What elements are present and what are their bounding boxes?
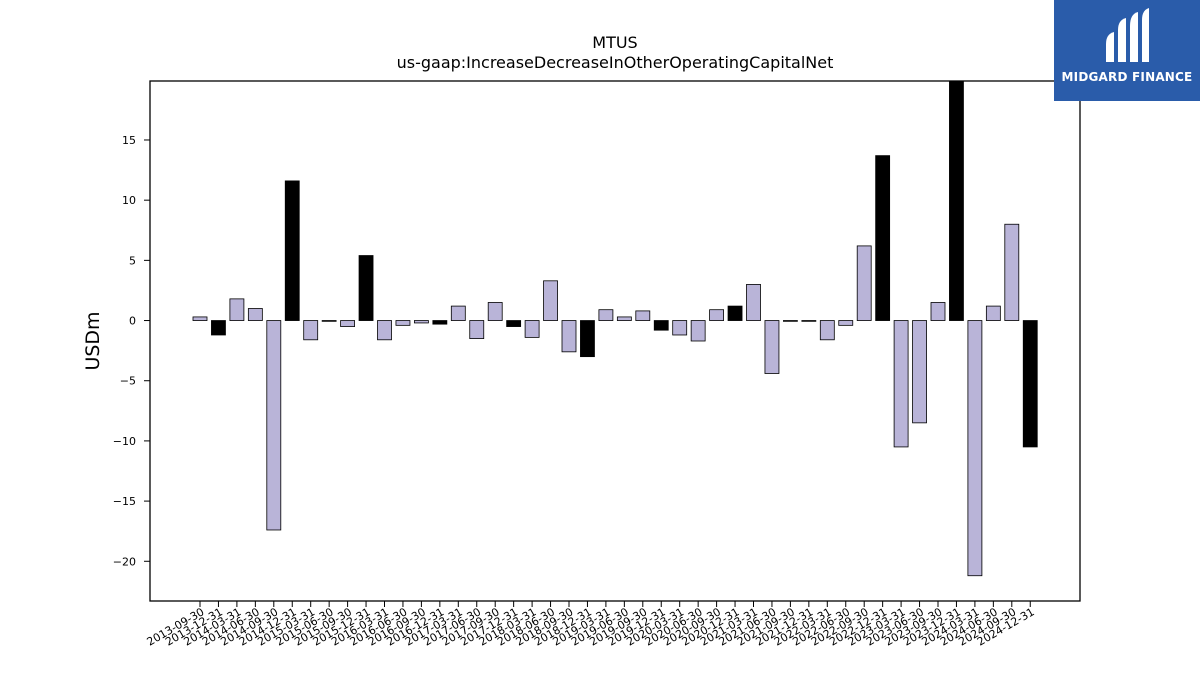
bar (635, 310, 651, 321)
y-tick-label: −20 (113, 555, 136, 568)
bar (450, 305, 466, 321)
bar (543, 280, 558, 321)
bar (598, 309, 614, 321)
bar (229, 298, 245, 321)
chart-title: MTUS (592, 33, 637, 52)
bar (819, 320, 835, 341)
bar (580, 320, 595, 358)
y-tick-label: 0 (129, 315, 136, 328)
chart-subtitle: us-gaap:IncreaseDecreaseInOtherOperating… (397, 53, 834, 72)
bar (487, 302, 503, 321)
bar (893, 320, 909, 448)
bar (690, 320, 706, 342)
logo-text: MIDGARD FINANCE (1061, 70, 1193, 84)
bar (413, 320, 429, 324)
bar (395, 320, 411, 326)
y-tick-label: −10 (113, 435, 136, 448)
bar (746, 284, 761, 321)
bar (377, 320, 392, 341)
bar (838, 320, 854, 326)
bar (727, 305, 743, 321)
bar (875, 155, 891, 321)
bar (930, 302, 946, 321)
midgard-finance-logo: MIDGARD FINANCE (1054, 0, 1200, 101)
y-tick-label: 10 (122, 194, 136, 207)
bar (801, 320, 817, 322)
bar (266, 320, 282, 531)
bar (653, 320, 669, 331)
bar (321, 320, 337, 322)
bar (303, 320, 319, 341)
bar (247, 308, 263, 321)
axes-frame (149, 80, 1081, 602)
bar (284, 180, 300, 321)
bar (672, 320, 688, 336)
bar (469, 320, 485, 339)
y-axis-label: USDm (82, 311, 104, 370)
bar (709, 309, 724, 321)
y-tick-label: −5 (120, 375, 136, 388)
bar (561, 320, 577, 353)
bar (358, 255, 374, 321)
bar (616, 316, 632, 321)
y-tick-label: −15 (113, 495, 136, 508)
bar (1022, 320, 1038, 448)
bar (856, 245, 872, 321)
bar (340, 320, 356, 327)
bar (432, 320, 448, 325)
bar (967, 320, 983, 577)
bar (506, 320, 522, 327)
bar (764, 320, 780, 374)
midgard-logo-icon (1106, 8, 1149, 62)
bar (524, 320, 540, 338)
bar (783, 320, 798, 322)
bar (211, 320, 226, 336)
y-tick-label: 15 (122, 134, 136, 147)
y-tick-label: 5 (129, 254, 136, 267)
plot-area: −20−15−10−50510152013-09-302013-12-31201… (113, 80, 1081, 649)
bar (912, 320, 927, 424)
bar (949, 80, 964, 321)
bar (1004, 223, 1020, 321)
bar (985, 305, 1001, 321)
bar (192, 316, 208, 321)
